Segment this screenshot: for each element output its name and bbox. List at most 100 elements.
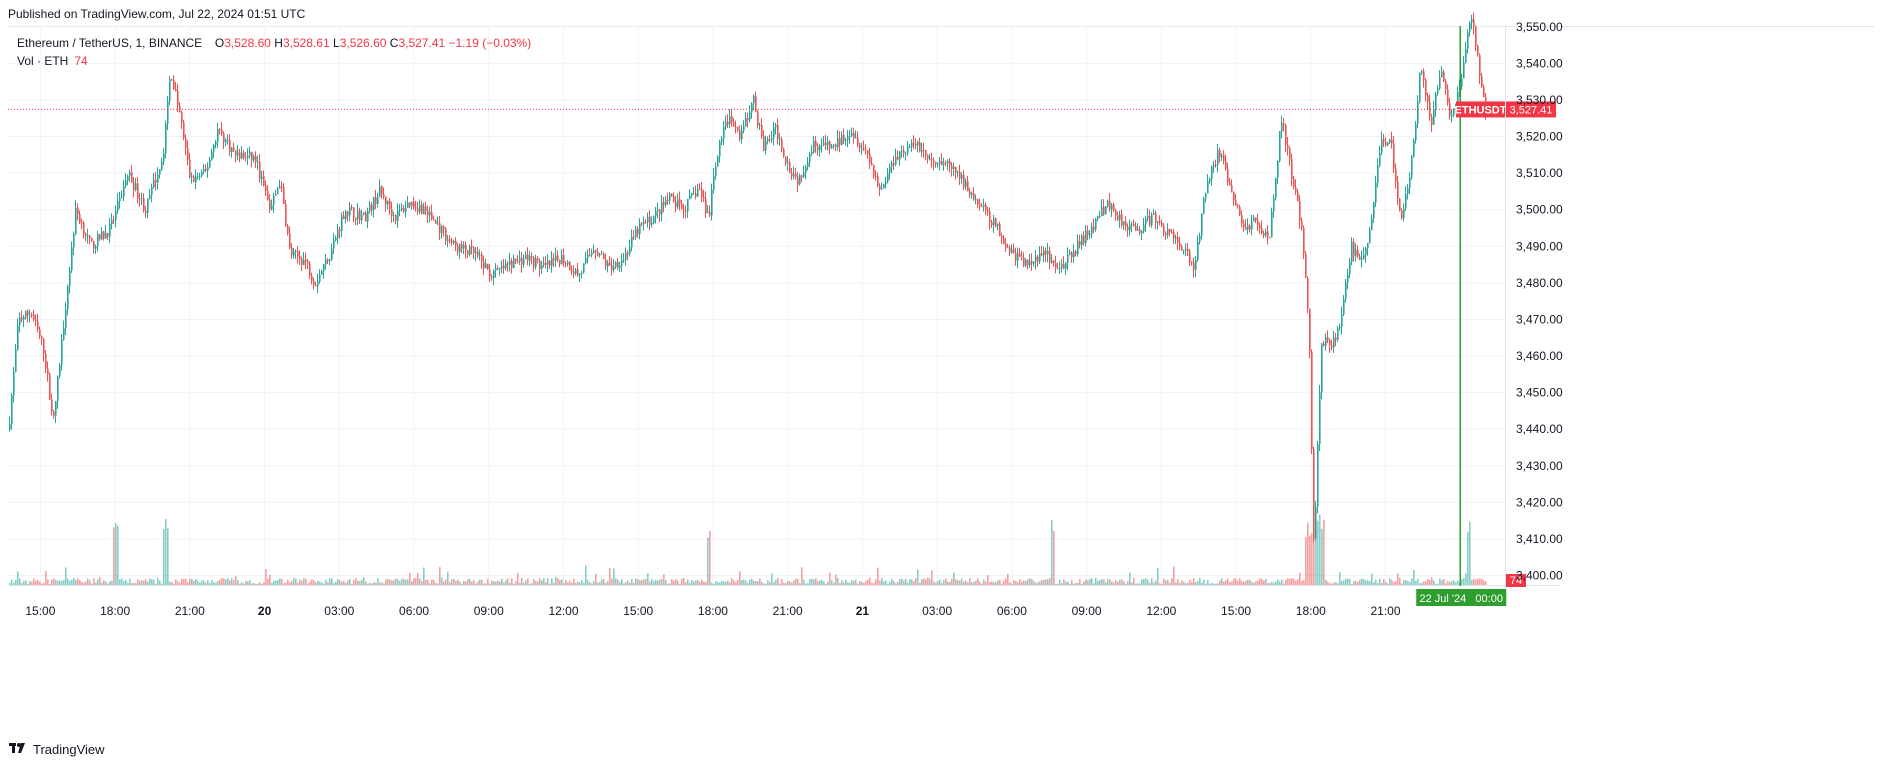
volume-bar: [1073, 583, 1075, 586]
candle-body: [511, 260, 513, 268]
volume-bar: [423, 567, 425, 586]
candle-body: [915, 143, 917, 146]
volume-bar: [633, 582, 635, 586]
candle-body: [167, 101, 169, 124]
volume-bar: [531, 583, 533, 586]
volume-bar: [985, 581, 987, 586]
candle-body: [547, 260, 549, 265]
volume-bar: [1403, 580, 1405, 586]
candle-body: [433, 219, 435, 221]
candle-body: [199, 175, 201, 177]
candle-body: [61, 339, 63, 365]
candle-body: [775, 124, 777, 128]
volume-bar: [331, 578, 333, 586]
volume-bar: [1007, 573, 1009, 586]
candle-body: [1339, 326, 1341, 329]
time-tick-label: 09:00: [1072, 604, 1102, 618]
volume-bar: [965, 580, 967, 586]
candle-body: [1155, 213, 1157, 223]
volume-label[interactable]: Vol · ETH: [17, 54, 69, 68]
volume-bar: [1469, 521, 1471, 586]
candle-body: [607, 262, 609, 267]
candle-body: [1175, 237, 1177, 239]
candle-body: [711, 189, 713, 216]
volume-bar: [533, 579, 535, 586]
candle-body: [1137, 229, 1139, 231]
volume-bar: [115, 523, 117, 586]
candle-body: [411, 201, 413, 207]
volume-bar: [1083, 581, 1085, 586]
volume-bar: [999, 579, 1001, 586]
candle-body: [1007, 247, 1009, 249]
candle-body: [967, 180, 969, 192]
candle-body: [297, 251, 299, 257]
candle-body: [317, 281, 319, 287]
candle-body: [1203, 198, 1205, 215]
candle-body: [203, 168, 205, 172]
symbol-label[interactable]: Ethereum / TetherUS, 1, BINANCE: [17, 36, 203, 50]
footer-brand[interactable]: TradingView: [9, 742, 105, 757]
volume-bar: [1267, 583, 1269, 586]
volume-bar: [413, 578, 415, 586]
volume-bar: [543, 577, 545, 586]
candle-body: [785, 156, 787, 164]
candle-body: [1087, 230, 1089, 236]
volume-bar: [17, 571, 19, 586]
volume-bar: [807, 583, 809, 586]
candle-body: [349, 207, 351, 216]
volume-bar: [525, 580, 527, 586]
volume-bar: [145, 579, 147, 586]
candle-body: [1347, 274, 1349, 283]
volume-bar: [351, 583, 353, 586]
candle-body: [23, 317, 25, 320]
candle-body: [845, 139, 847, 141]
candle-body: [875, 176, 877, 178]
candle-body: [903, 150, 905, 154]
volume-bar: [721, 580, 723, 586]
volume-row: Vol · ETH 74: [17, 52, 531, 70]
volume-bar: [823, 581, 825, 586]
candle-body: [471, 246, 473, 248]
candle-body: [151, 187, 153, 196]
volume-bar: [731, 578, 733, 586]
volume-bar: [1445, 583, 1447, 586]
candle-body: [293, 251, 295, 256]
candle-body: [1097, 216, 1099, 220]
volume-bar: [19, 578, 21, 586]
candle-body: [435, 220, 437, 224]
time-tick-label: 21:00: [175, 604, 205, 618]
candle-body: [1033, 261, 1035, 264]
volume-bar: [761, 581, 763, 586]
candle-body: [219, 129, 221, 131]
volume-bar: [1145, 578, 1147, 586]
volume-bar: [877, 567, 879, 586]
candle-body: [1385, 141, 1387, 146]
candle-body: [659, 209, 661, 215]
candle-body: [789, 162, 791, 173]
candle-body: [1265, 231, 1267, 236]
candle-body: [589, 254, 591, 256]
volume-bar: [39, 581, 41, 586]
candle-body: [207, 167, 209, 171]
volume-bar: [1077, 582, 1079, 586]
candle-body: [1043, 250, 1045, 256]
candle-body: [407, 202, 409, 208]
candle-body: [183, 122, 185, 139]
candle-body: [985, 204, 987, 211]
volume-bar: [407, 579, 409, 586]
volume-bar: [191, 579, 193, 586]
candle-body: [263, 176, 265, 186]
chart-legend[interactable]: Ethereum / TetherUS, 1, BINANCE O3,528.6…: [17, 34, 531, 70]
volume-bar: [1093, 583, 1095, 586]
volume-bar: [281, 578, 283, 586]
volume-bar: [205, 582, 207, 586]
candle-body: [973, 193, 975, 200]
volume-bar: [753, 580, 755, 586]
ohlc-row: Ethereum / TetherUS, 1, BINANCE O3,528.6…: [17, 34, 531, 52]
candle-body: [491, 276, 493, 278]
volume-bar: [667, 583, 669, 586]
volume-bar: [833, 582, 835, 586]
volume-bar: [309, 582, 311, 586]
candle-body: [463, 244, 465, 249]
